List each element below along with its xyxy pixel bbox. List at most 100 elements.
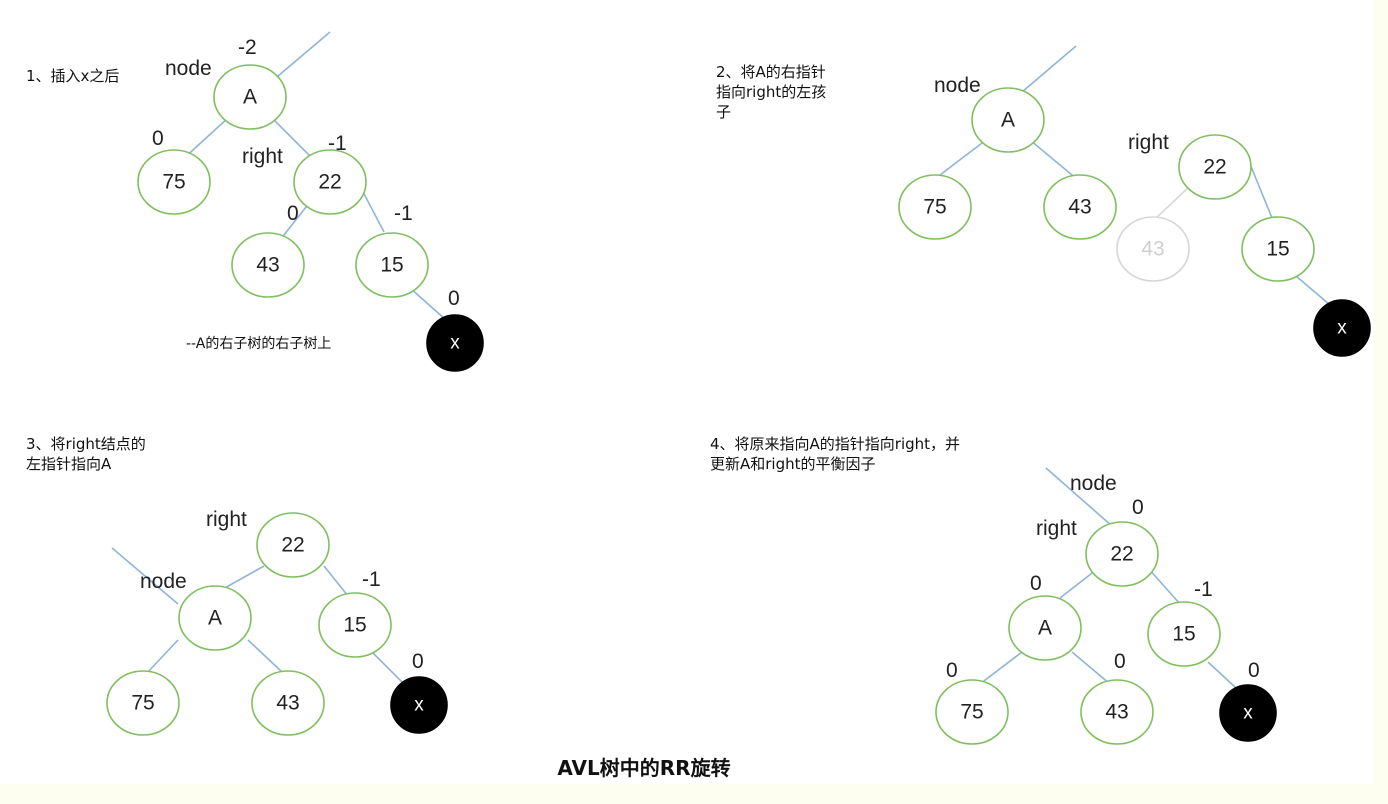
edge [1021,45,1077,93]
edge [935,139,987,179]
balance-factor: 0 [946,659,958,682]
node-label: 22 [1110,543,1133,566]
tree-node: 43 [251,670,325,736]
balance-factor: -1 [362,568,381,591]
edge [271,117,313,159]
tree-node-inserted: x [1313,299,1371,357]
tree-node: 22 [256,512,330,578]
edge [1059,569,1097,599]
tree-node: 75 [935,679,1009,745]
pointer-tag: node [934,74,981,97]
tree-node-inserted: x [426,314,484,372]
edge [361,189,385,233]
pointer-tag: right [242,145,283,168]
node-label: 22 [281,534,304,557]
tree-node: 15 [1241,216,1315,282]
balance-factor: 0 [1248,659,1260,682]
edge [979,651,1023,685]
balance-factor: 0 [448,287,460,310]
balance-factor: -1 [1194,578,1213,601]
tree-node: 22 [293,149,367,215]
tree-node: 15 [318,592,392,658]
node-label: 22 [318,171,341,194]
node-label: x [450,333,460,354]
node-label: x [1337,318,1347,339]
node-label: 75 [131,692,154,715]
node-label: 43 [256,254,279,277]
balance-factor: 0 [1132,496,1144,519]
node-label: 75 [162,171,185,194]
edge [111,547,179,605]
balance-factor: -1 [394,202,413,225]
edge [1029,139,1079,181]
tree-node: A [1008,595,1082,661]
balance-factor: 0 [152,127,164,150]
node-label: 15 [1172,623,1195,646]
step-2-tree: A 75 43 22 43 15 [898,45,1371,357]
tree-node-inserted: x [390,676,448,734]
edge-removed [1151,183,1193,223]
balance-factor: 0 [412,650,424,673]
edge [247,639,283,673]
step-4-tree: 22 A 15 75 43 x node righ [935,467,1277,745]
node-label: x [414,695,424,716]
tree-node: 15 [355,232,429,298]
balance-factor: 0 [1114,650,1126,673]
tree-node: 75 [137,149,211,215]
balance-factor: -2 [238,36,257,59]
step-3-caption: 3、将right结点的 左指针指向A [26,435,146,473]
balance-factor: -1 [328,132,347,155]
figure-background [0,0,1374,784]
edge [1147,567,1181,605]
node-label: A [243,86,257,109]
node-label: 43 [1141,238,1164,261]
edge [277,31,331,77]
step-1-tree: A 75 22 43 15 x node righ [137,31,484,372]
pointer-tag: right [206,508,247,531]
node-label: A [1001,109,1015,132]
node-label: A [1038,617,1052,640]
node-label: 15 [380,254,403,277]
edge [409,287,447,321]
tree-node: 43 [231,232,305,298]
step-3-tree: 22 A 15 75 43 x right nod [106,508,448,736]
step-1-note: --A的右子树的右子树上 [186,336,332,352]
node-label: A [208,607,222,630]
node-label: 75 [960,701,983,724]
edge [279,201,311,241]
edge [1071,651,1111,685]
pointer-tag: node [140,570,187,593]
tree-node: 15 [1147,601,1221,667]
pointer-tag: right [1128,131,1169,154]
tree-node: 43 [1043,174,1117,240]
tree-node: 22 [1085,521,1159,587]
step-1-caption: 1、插入x之后 [26,67,120,85]
node-label: 22 [1203,156,1226,179]
edge [1249,163,1273,219]
pointer-tag: node [165,57,212,80]
edge [1045,467,1113,527]
pointer-tag: right [1036,517,1077,540]
edge [323,565,349,597]
edge [1295,275,1331,306]
balance-factor: 0 [1030,572,1042,595]
step-4-caption: 4、将原来指向A的指针指向right，并 更新A和right的平衡因子 [710,435,961,473]
edge [1207,661,1237,689]
diagram-title: AVL树中的RR旋转 [557,756,731,780]
balance-factor: 0 [287,202,299,225]
tree-node: 22 [1178,134,1252,200]
tree-node-inserted: x [1219,684,1277,742]
tree-node: 75 [106,670,180,736]
tree-node: A [178,585,252,651]
edge [145,639,179,675]
node-label: 75 [923,196,946,219]
step-2-caption: 2、将A的右指针 指向right的左孩 子 [716,63,827,121]
tree-node: A [971,87,1045,153]
pointer-tag: node [1070,472,1117,495]
node-label: x [1243,703,1253,724]
tree-node: 75 [898,174,972,240]
node-label: 43 [1068,196,1091,219]
node-label: 43 [1105,701,1128,724]
